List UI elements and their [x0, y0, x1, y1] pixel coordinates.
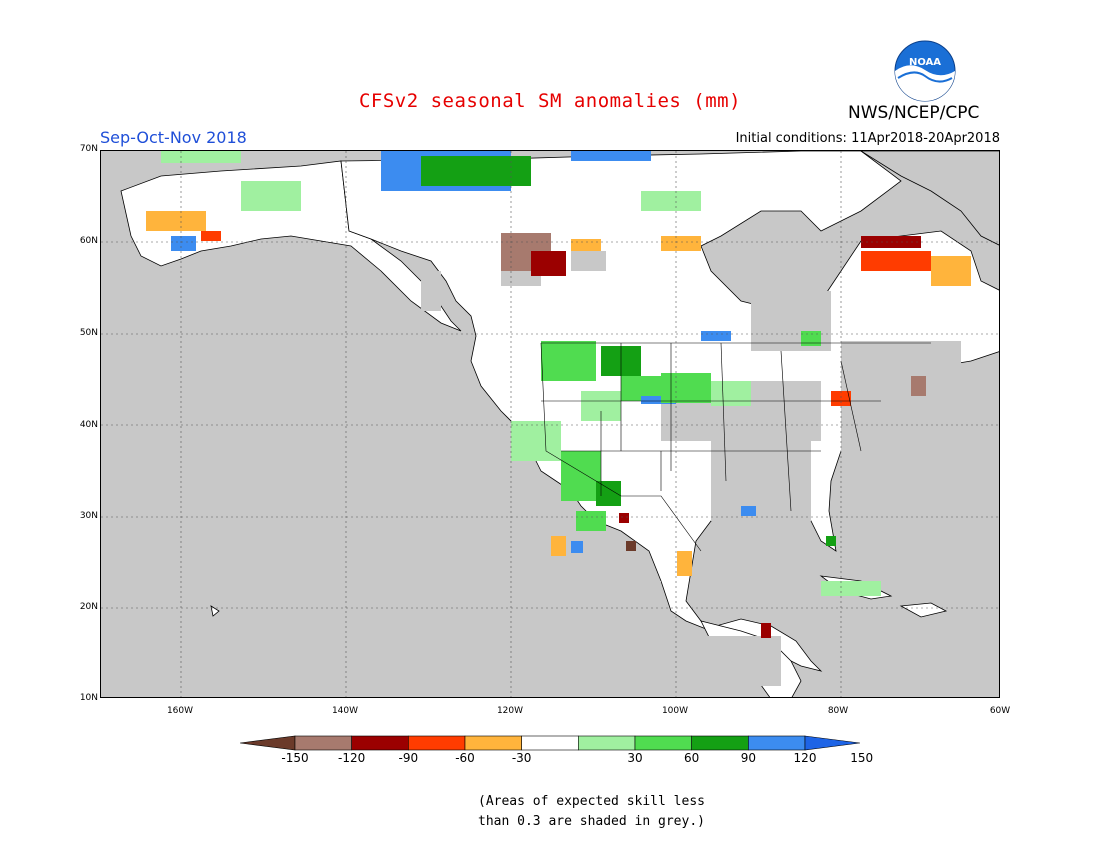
anomaly-map	[100, 150, 1000, 698]
lat-label-70n: 70N	[79, 144, 98, 154]
colorbar-box	[521, 735, 579, 751]
political-borders	[540, 342, 931, 552]
graticule	[101, 151, 999, 697]
colorbar-box	[408, 735, 466, 751]
lon-label-160w: 160W	[166, 706, 194, 716]
noaa-logo: NOAA	[894, 40, 956, 102]
lat-label-20n: 20N	[79, 602, 98, 612]
colorbar-label: -30	[511, 751, 532, 765]
map-canvas	[101, 151, 999, 697]
skill-note: (Areas of expected skill less than 0.3 a…	[478, 792, 705, 832]
colorbar-label: -150	[281, 751, 309, 765]
colorbar-label: 60	[684, 751, 700, 765]
colorbar	[240, 735, 860, 751]
colorbar-label: 30	[627, 751, 643, 765]
colorbar-box	[294, 735, 352, 751]
colorbar-min-arrow	[240, 735, 296, 751]
colorbar-max-arrow	[804, 735, 860, 751]
colorbar-box	[464, 735, 522, 751]
colorbar-box	[634, 735, 692, 751]
lat-label-10n: 10N	[79, 693, 98, 703]
skill-note-line-2: than 0.3 are shaded in grey.)	[478, 814, 705, 829]
lon-label-120w: 120W	[496, 706, 524, 716]
colorbar-label: -120	[338, 751, 366, 765]
colorbar-box	[351, 735, 409, 751]
colorbar-label: -60	[455, 751, 475, 765]
anomaly-cells	[146, 151, 971, 638]
lon-label-140w: 140W	[331, 706, 359, 716]
greenland-landmass	[860, 151, 999, 246]
map-title: CFSv2 seasonal SM anomalies (mm)	[358, 90, 742, 112]
initial-conditions-label: Initial conditions: 11Apr2018-20Apr2018	[735, 131, 1000, 146]
agency-label: NWS/NCEP/CPC	[848, 103, 980, 123]
lat-label-60n: 60N	[79, 236, 98, 246]
season-label: Sep-Oct-Nov 2018	[100, 128, 247, 147]
colorbar-label: -90	[398, 751, 419, 765]
lon-label-60w: 60W	[989, 706, 1011, 716]
colorbar-box	[578, 735, 636, 751]
lon-label-100w: 100W	[661, 706, 689, 716]
logo-text: NOAA	[909, 57, 941, 68]
colorbar-label: 90	[740, 751, 756, 765]
hispaniola-landmass	[899, 602, 948, 618]
hawaii-landmass	[210, 605, 220, 617]
colorbar-box	[748, 735, 806, 751]
lat-label-30n: 30N	[79, 511, 98, 521]
skill-note-line-1: (Areas of expected skill less	[478, 794, 705, 809]
colorbar-label: 150	[850, 751, 874, 765]
lat-label-40n: 40N	[79, 420, 98, 430]
colorbar-box	[691, 735, 749, 751]
lon-label-80w: 80W	[827, 706, 849, 716]
colorbar-label: 120	[793, 751, 817, 765]
lat-label-50n: 50N	[79, 328, 98, 338]
